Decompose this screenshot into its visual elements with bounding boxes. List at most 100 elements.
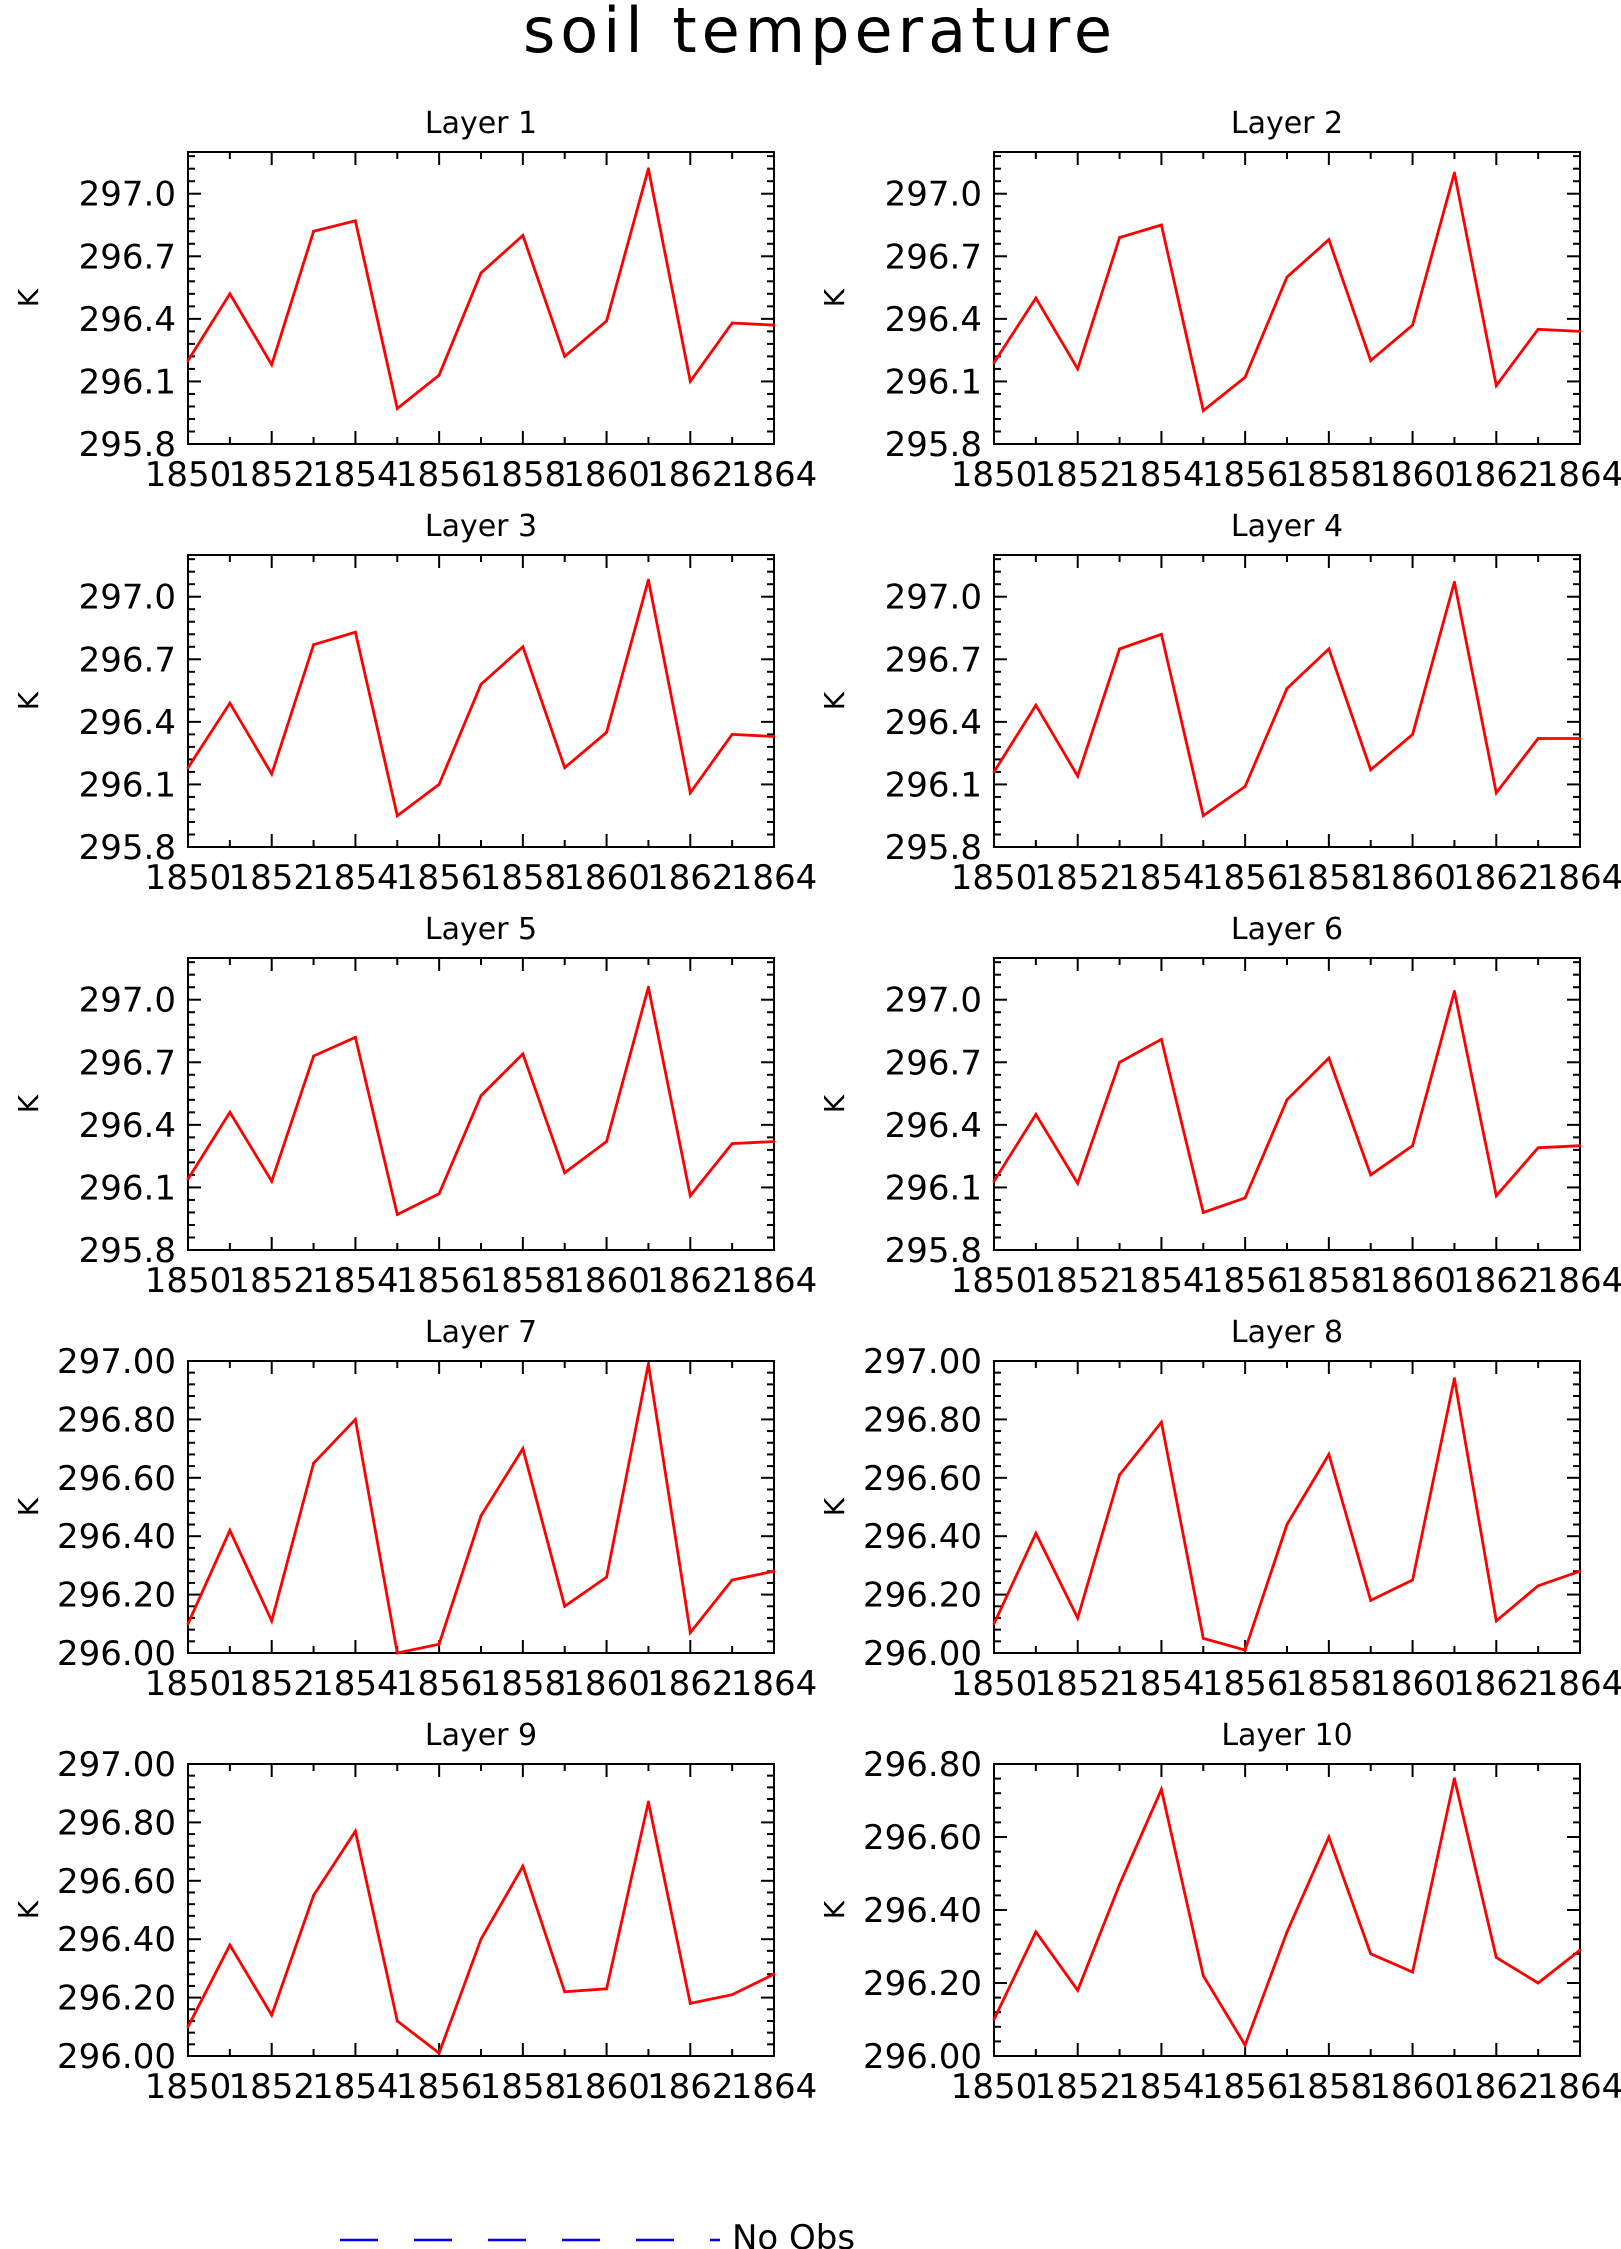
y-tick-label: 296.00 — [863, 1634, 982, 1674]
data-point — [521, 645, 525, 649]
x-tick-label: 1860 — [563, 1664, 650, 1704]
y-tick-label: 297.0 — [885, 175, 982, 215]
data-point — [1453, 1777, 1456, 1780]
data-point — [479, 682, 483, 686]
data-point — [186, 1177, 190, 1181]
y-tick-label: 296.7 — [885, 1043, 982, 1083]
data-point — [1369, 359, 1373, 362]
data-point — [772, 1972, 776, 1976]
x-tick-label: 1854 — [312, 858, 399, 898]
y-tick-label: 296.20 — [57, 1979, 176, 2019]
x-tick-label: 1852 — [228, 858, 315, 898]
data-point — [688, 791, 692, 795]
data-point — [1494, 1956, 1498, 1959]
data-point — [772, 1140, 776, 1143]
data-point — [563, 1990, 567, 1994]
y-tick-label: 296.1 — [79, 1168, 176, 1208]
data-point — [270, 1619, 274, 1623]
data-point — [772, 1569, 776, 1573]
data-point — [1160, 1420, 1163, 1424]
data-point — [228, 1110, 232, 1114]
data-point — [647, 1800, 650, 1804]
x-tick-label: 1856 — [396, 1664, 483, 1704]
data-point — [1411, 323, 1414, 327]
data-point — [1327, 1453, 1331, 1456]
x-tick-label: 1852 — [228, 455, 315, 495]
data-point — [270, 363, 274, 367]
data-point — [1327, 1835, 1331, 1839]
x-tick-label: 1850 — [145, 455, 232, 495]
x-tick-label: 1860 — [1369, 1664, 1456, 1704]
data-point — [1327, 238, 1331, 242]
panel-title: Layer 6 — [1231, 912, 1343, 947]
y-tick-label: 296.4 — [885, 300, 982, 340]
panel-10: Layer 10 K 1850185218541856185818601862186… — [818, 1718, 1621, 2107]
y-tick-label: 296.60 — [863, 1818, 982, 1858]
data-point — [1285, 1930, 1289, 1934]
panel-title: Layer 1 — [425, 106, 537, 141]
data-point — [730, 1142, 734, 1146]
x-tick-label: 1860 — [1369, 2067, 1456, 2107]
x-tick-label: 1850 — [951, 858, 1038, 898]
data-point — [1201, 1974, 1205, 1978]
y-tick-label: 296.1 — [885, 362, 982, 402]
data-point — [688, 2002, 692, 2005]
plot-frame — [187, 1763, 775, 2057]
data-point — [437, 1642, 441, 1646]
data-point — [228, 292, 232, 296]
data-point — [395, 1651, 399, 1655]
y-tick-label: 295.8 — [79, 1231, 176, 1271]
y-tick-label: 297.00 — [57, 1745, 176, 1785]
x-tick-label: 1862 — [1453, 2067, 1540, 2107]
data-point — [605, 730, 608, 734]
data-point — [992, 1179, 996, 1183]
x-tick-label: 1864 — [1537, 2067, 1621, 2107]
y-axis-label: K — [818, 1094, 851, 1113]
plot-frame — [993, 1360, 1581, 1654]
x-tick-label: 1862 — [1453, 1261, 1540, 1301]
series-line — [992, 1378, 1581, 1652]
y-tick-label: 295.8 — [885, 425, 982, 465]
y-tick-label: 296.1 — [885, 1168, 982, 1208]
series-line — [992, 1778, 1581, 2049]
data-point — [186, 359, 190, 362]
data-point — [521, 234, 525, 237]
y-axis-label: K — [12, 288, 45, 307]
data-point — [1285, 1098, 1289, 1102]
data-point — [479, 271, 483, 275]
plot-frame — [993, 554, 1581, 848]
y-tick-label: 296.7 — [79, 1043, 176, 1083]
data-point — [1411, 1144, 1414, 1148]
data-point — [1578, 1948, 1582, 1952]
x-tick-label: 1864 — [731, 1664, 818, 1704]
x-tick-label: 1850 — [145, 858, 232, 898]
series-line — [186, 168, 775, 411]
x-tick-label: 1858 — [1286, 1261, 1373, 1301]
data-point — [437, 373, 441, 377]
y-tick-label: 296.4 — [885, 703, 982, 743]
y-tick-label: 296.20 — [863, 1576, 982, 1616]
data-point — [1201, 1211, 1205, 1214]
x-tick-label: 1858 — [480, 2067, 567, 2107]
data-point — [605, 1987, 608, 1991]
data-point — [563, 1604, 567, 1608]
data-point — [1494, 1619, 1498, 1623]
plot-frame — [187, 957, 775, 1251]
data-point — [479, 1514, 483, 1518]
x-tick-label: 1862 — [647, 1664, 734, 1704]
data-point — [1118, 1883, 1121, 1886]
x-tick-label: 1864 — [1537, 1664, 1621, 1704]
y-tick-label: 296.20 — [57, 1576, 176, 1616]
data-point — [521, 1864, 525, 1868]
x-tick-label: 1854 — [1118, 1261, 1205, 1301]
data-point — [605, 1140, 608, 1143]
data-point — [647, 1362, 650, 1366]
data-point — [1411, 1970, 1414, 1974]
data-point — [1494, 1194, 1498, 1198]
data-point — [730, 1993, 734, 1997]
data-point — [1243, 1196, 1247, 1200]
x-tick-label: 1852 — [1034, 1664, 1121, 1704]
x-tick-label: 1854 — [1118, 455, 1205, 495]
y-tick-label: 296.40 — [863, 1517, 982, 1557]
